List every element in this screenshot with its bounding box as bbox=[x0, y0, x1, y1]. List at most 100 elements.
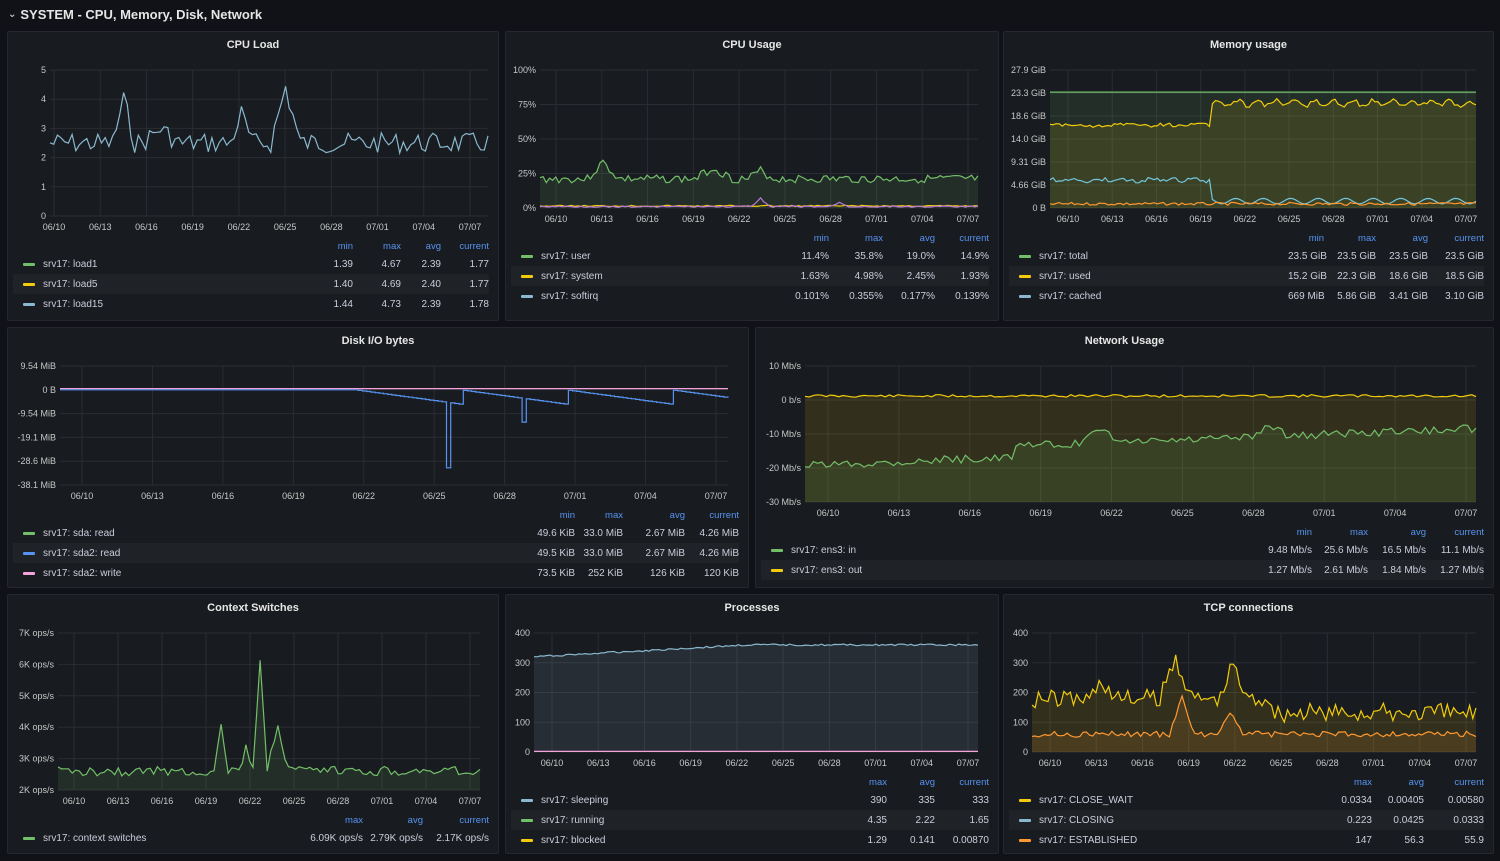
series-color-swatch[interactable] bbox=[23, 571, 35, 575]
series-name[interactable]: srv17: cached bbox=[1039, 290, 1102, 302]
legend-row[interactable]: srv17: cached 669 MiB 5.86 GiB 3.41 GiB 3.10… bbox=[1009, 286, 1484, 306]
legend-header-min[interactable]: min bbox=[559, 509, 575, 521]
legend-row[interactable]: srv17: ESTABLISHED 147 56.3 55.9 bbox=[1009, 830, 1484, 850]
legend-header-avg[interactable]: avg bbox=[919, 232, 935, 244]
series-name[interactable]: srv17: sda2: write bbox=[43, 567, 122, 579]
series-name[interactable]: srv17: ESTABLISHED bbox=[1039, 834, 1138, 846]
series-color-swatch[interactable] bbox=[23, 282, 35, 286]
series-color-swatch[interactable] bbox=[521, 838, 533, 842]
series-color-swatch[interactable] bbox=[521, 294, 533, 298]
series-color-swatch[interactable] bbox=[1019, 294, 1031, 298]
legend-row[interactable]: srv17: sleeping 390 335 333 bbox=[511, 790, 989, 810]
legend-row[interactable]: srv17: context switches 6.09K ops/s 2.79K … bbox=[13, 828, 489, 848]
legend-header-max[interactable]: max bbox=[1358, 232, 1376, 244]
series-color-swatch[interactable] bbox=[1019, 254, 1031, 258]
series-name[interactable]: srv17: system bbox=[541, 270, 603, 282]
legend-header-avg[interactable]: avg bbox=[407, 814, 423, 826]
legend-row[interactable]: srv17: system 1.63% 4.98% 2.45% 1.93% bbox=[511, 266, 989, 286]
legend-row[interactable]: srv17: load1 1.39 4.67 2.39 1.77 bbox=[13, 254, 489, 274]
legend-header-current[interactable]: current bbox=[959, 232, 989, 244]
legend-row[interactable]: srv17: ens3: in 9.48 Mb/s 25.6 Mb/s 16.5 Mb… bbox=[761, 540, 1484, 560]
panel-title[interactable]: Disk I/O bytes bbox=[341, 335, 415, 347]
panel-cpu-load[interactable]: CPU Load bbox=[7, 31, 499, 321]
panel-title[interactable]: CPU Load bbox=[226, 39, 280, 51]
legend-header-min[interactable]: min bbox=[337, 240, 353, 252]
legend-row[interactable]: srv17: total 23.5 GiB 23.5 GiB 23.5 GiB 23.5… bbox=[1009, 246, 1484, 266]
legend-header-max[interactable]: max bbox=[605, 509, 623, 521]
series-name[interactable]: srv17: running bbox=[541, 814, 605, 826]
panel-title[interactable]: Processes bbox=[724, 602, 780, 614]
series-color-swatch[interactable] bbox=[521, 818, 533, 822]
legend-row[interactable]: srv17: sda2: read 49.5 KiB 33.0 MiB 2.67 Mi… bbox=[13, 543, 739, 563]
legend-row[interactable]: srv17: sda2: write 73.5 KiB 252 KiB 126 KiB… bbox=[13, 563, 739, 583]
legend-header-avg[interactable]: avg bbox=[425, 240, 441, 252]
series-color-swatch[interactable] bbox=[23, 836, 35, 840]
legend-header-current[interactable]: current bbox=[459, 240, 489, 252]
series-color-swatch[interactable] bbox=[521, 254, 533, 258]
series-name[interactable]: srv17: sda: read bbox=[43, 527, 115, 539]
series-name[interactable]: srv17: sda2: read bbox=[43, 547, 121, 559]
legend-row[interactable]: srv17: softirq 0.101% 0.355% 0.177% 0.139% bbox=[511, 286, 989, 306]
series-color-swatch[interactable] bbox=[521, 274, 533, 278]
legend-header-max[interactable]: max bbox=[1354, 776, 1372, 788]
series-name[interactable]: srv17: softirq bbox=[541, 290, 599, 302]
panel-title[interactable]: TCP connections bbox=[1203, 602, 1294, 614]
legend-header-max[interactable]: max bbox=[869, 776, 887, 788]
series-name[interactable]: srv17: load15 bbox=[43, 298, 104, 310]
legend-header-avg[interactable]: avg bbox=[919, 776, 935, 788]
series-color-swatch[interactable] bbox=[23, 531, 35, 535]
legend-row[interactable]: srv17: sda: read 49.6 KiB 33.0 MiB 2.67 MiB… bbox=[13, 523, 739, 543]
legend-row[interactable]: srv17: CLOSE_WAIT 0.0334 0.00405 0.00580 bbox=[1009, 790, 1484, 810]
panel-title[interactable]: Memory usage bbox=[1209, 39, 1288, 51]
series-name[interactable]: srv17: sleeping bbox=[541, 794, 609, 806]
legend-header-min[interactable]: min bbox=[1296, 526, 1312, 538]
panel-title[interactable]: Context Switches bbox=[207, 602, 299, 614]
series-name[interactable]: srv17: load1 bbox=[43, 258, 98, 270]
series-name[interactable]: srv17: CLOSE_WAIT bbox=[1039, 794, 1134, 806]
legend-header-min[interactable]: min bbox=[1308, 232, 1324, 244]
legend-header-current[interactable]: current bbox=[1454, 232, 1484, 244]
series-color-swatch[interactable] bbox=[771, 568, 783, 572]
series-color-swatch[interactable] bbox=[521, 798, 533, 802]
series-name[interactable]: srv17: load5 bbox=[43, 278, 98, 290]
row-header-system[interactable]: ⌄ SYSTEM - CPU, Memory, Disk, Network bbox=[8, 5, 262, 23]
series-name[interactable]: srv17: user bbox=[541, 250, 591, 262]
legend-header-avg[interactable]: avg bbox=[1408, 776, 1424, 788]
legend-header-max[interactable]: max bbox=[1350, 526, 1368, 538]
panel-title[interactable]: Network Usage bbox=[1084, 335, 1165, 347]
series-name[interactable]: srv17: total bbox=[1039, 250, 1088, 262]
series-color-swatch[interactable] bbox=[1019, 838, 1031, 842]
series-name[interactable]: srv17: ens3: in bbox=[791, 544, 857, 556]
series-name[interactable]: srv17: blocked bbox=[541, 834, 606, 846]
legend-header-max[interactable]: max bbox=[383, 240, 401, 252]
legend-header-current[interactable]: current bbox=[709, 509, 739, 521]
legend-row[interactable]: srv17: load15 1.44 4.73 2.39 1.78 bbox=[13, 294, 489, 314]
panel-title[interactable]: CPU Usage bbox=[722, 39, 782, 51]
legend-row[interactable]: srv17: user 11.4% 35.8% 19.0% 14.9% bbox=[511, 246, 989, 266]
series-color-swatch[interactable] bbox=[23, 262, 35, 266]
legend-row[interactable]: srv17: ens3: out 1.27 Mb/s 2.61 Mb/s 1.84 M… bbox=[761, 560, 1484, 580]
series-color-swatch[interactable] bbox=[1019, 798, 1031, 802]
series-color-swatch[interactable] bbox=[23, 302, 35, 306]
legend-header-current[interactable]: current bbox=[1454, 526, 1484, 538]
legend-row[interactable]: srv17: used 15.2 GiB 22.3 GiB 18.6 GiB 18.5 … bbox=[1009, 266, 1484, 286]
legend-header-max[interactable]: max bbox=[865, 232, 883, 244]
series-name[interactable]: srv17: used bbox=[1039, 270, 1091, 282]
panel-network-usage[interactable]: Network Usage bbox=[755, 327, 1494, 588]
legend-header-avg[interactable]: avg bbox=[1410, 526, 1426, 538]
legend-header-max[interactable]: max bbox=[345, 814, 363, 826]
series-color-swatch[interactable] bbox=[1019, 818, 1031, 822]
legend-row[interactable]: srv17: blocked 1.29 0.141 0.00870 bbox=[511, 830, 989, 850]
legend-row[interactable]: srv17: load5 1.40 4.69 2.40 1.77 bbox=[13, 274, 489, 294]
legend-header-current[interactable]: current bbox=[1454, 776, 1484, 788]
series-name[interactable]: srv17: CLOSING bbox=[1039, 814, 1115, 826]
legend-header-current[interactable]: current bbox=[959, 776, 989, 788]
series-name[interactable]: srv17: context switches bbox=[43, 832, 147, 844]
series-color-swatch[interactable] bbox=[1019, 274, 1031, 278]
series-name[interactable]: srv17: ens3: out bbox=[791, 564, 863, 576]
legend-header-current[interactable]: current bbox=[459, 814, 489, 826]
legend-row[interactable]: srv17: running 4.35 2.22 1.65 bbox=[511, 810, 989, 830]
series-color-swatch[interactable] bbox=[23, 551, 35, 555]
legend-header-avg[interactable]: avg bbox=[1412, 232, 1428, 244]
legend-header-avg[interactable]: avg bbox=[669, 509, 685, 521]
